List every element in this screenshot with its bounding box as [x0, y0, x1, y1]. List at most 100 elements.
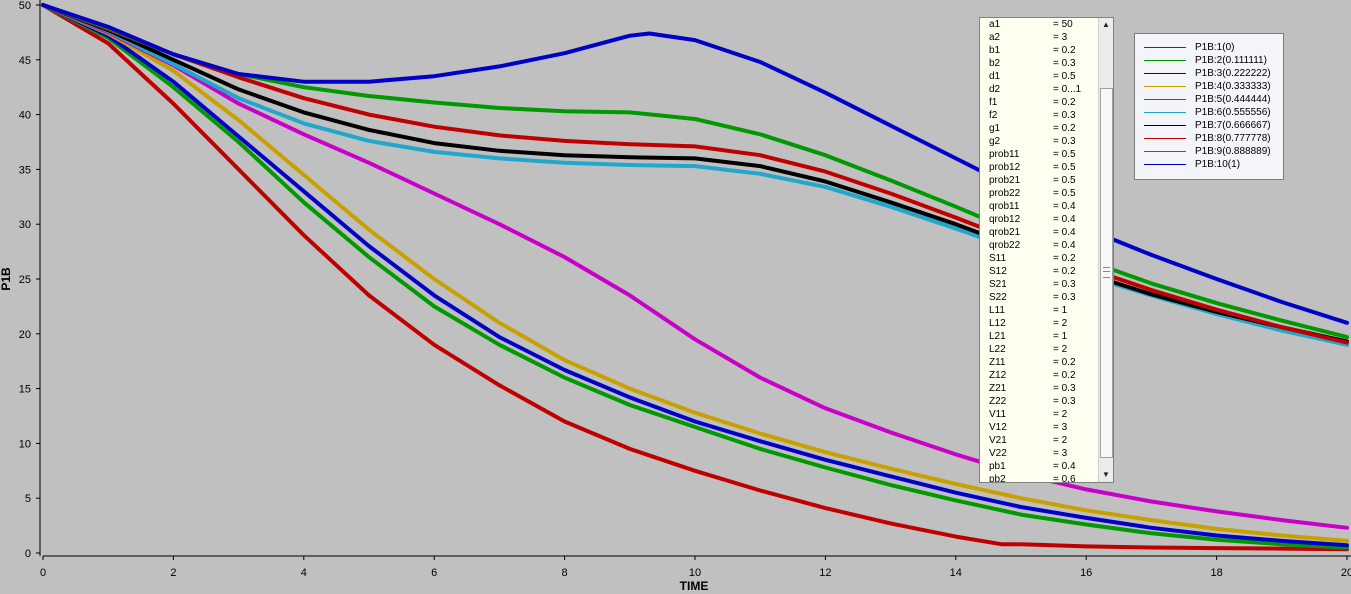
y-tick-label: 15	[19, 384, 31, 396]
y-tick-label: 30	[19, 219, 31, 231]
parameter-row[interactable]: Z11 = 0.2	[980, 356, 1098, 369]
parameter-row[interactable]: d1 = 0.5	[980, 70, 1098, 83]
parameter-row[interactable]: S11 = 0.2	[980, 252, 1098, 265]
parameter-name: L22	[989, 344, 1006, 355]
series-layer	[41, 3, 1349, 552]
legend-item: P1B:8(0.777778)	[1135, 132, 1283, 145]
parameter-value: = 50	[1053, 19, 1073, 30]
parameter-row[interactable]: prob12 = 0.5	[980, 161, 1098, 174]
parameter-row[interactable]: L22 = 2	[980, 343, 1098, 356]
parameter-row[interactable]: Z21 = 0.3	[980, 382, 1098, 395]
parameter-row[interactable]: g1 = 0.2	[980, 122, 1098, 135]
x-axis-ticks: 0 2 4 6 8 10 12 14 16 18 20	[40, 556, 1351, 579]
legend-label: P1B:1(0)	[1195, 42, 1235, 53]
parameter-name: V12	[989, 422, 1007, 433]
parameter-value: = 0.5	[1053, 71, 1076, 82]
scroll-thumb[interactable]	[1100, 88, 1113, 458]
parameter-name: V22	[989, 448, 1007, 459]
legend-item: P1B:3(0.222222)	[1135, 67, 1283, 80]
parameter-name: V21	[989, 435, 1007, 446]
parameter-row[interactable]: a1 = 50	[980, 18, 1098, 31]
parameter-name: g1	[989, 123, 1001, 134]
parameter-row[interactable]: qrob22 = 0.4	[980, 239, 1098, 252]
series-line-4	[41, 3, 1349, 543]
parameter-value: = 0.4	[1053, 240, 1076, 251]
x-tick-label: 0	[40, 567, 46, 579]
parameter-row[interactable]: Z12 = 0.2	[980, 369, 1098, 382]
legend-item: P1B:1(0)	[1135, 41, 1283, 54]
parameter-row[interactable]: d2 = 0...1	[980, 83, 1098, 96]
up-arrow-icon[interactable]: ▲	[1102, 20, 1110, 29]
parameter-row[interactable]: Z22 = 0.3	[980, 395, 1098, 408]
legend-swatch	[1144, 125, 1186, 126]
parameter-row[interactable]: S12 = 0.2	[980, 265, 1098, 278]
parameter-name: prob12	[989, 162, 1021, 173]
parameter-row[interactable]: f2 = 0.3	[980, 109, 1098, 122]
parameter-row[interactable]: prob21 = 0.5	[980, 174, 1098, 187]
y-tick-label: 10	[19, 438, 31, 450]
parameter-name: f1	[989, 97, 998, 108]
x-tick-label: 12	[819, 567, 831, 579]
legend-label: P1B:6(0.555556)	[1195, 107, 1271, 118]
parameter-name: Z12	[989, 370, 1007, 381]
parameter-row[interactable]: prob22 = 0.5	[980, 187, 1098, 200]
grip-icon	[1103, 267, 1110, 278]
parameter-value: = 0.3	[1053, 58, 1076, 69]
parameter-row[interactable]: b1 = 0.2	[980, 44, 1098, 57]
legend-swatch	[1144, 164, 1186, 165]
parameter-row[interactable]: a2 = 3	[980, 31, 1098, 44]
x-tick-label: 10	[689, 567, 701, 579]
parameter-value: = 0.2	[1053, 45, 1076, 56]
parameter-value: = 2	[1053, 409, 1068, 420]
parameter-name: a2	[989, 32, 1001, 43]
series-line-1	[41, 3, 1349, 552]
parameter-row[interactable]: prob11 = 0.5	[980, 148, 1098, 161]
parameter-row[interactable]: S22 = 0.3	[980, 291, 1098, 304]
parameter-row[interactable]: f1 = 0.2	[980, 96, 1098, 109]
parameter-value: = 0.2	[1053, 123, 1076, 134]
parameter-row[interactable]: qrob21 = 0.4	[980, 226, 1098, 239]
parameter-value: = 0.3	[1053, 383, 1076, 394]
parameter-name: pb2	[989, 474, 1006, 483]
parameter-name: d1	[989, 71, 1001, 82]
parameter-value: = 0.4	[1053, 201, 1076, 212]
parameter-value: = 0.2	[1053, 370, 1076, 381]
parameter-row[interactable]: L21 = 1	[980, 330, 1098, 343]
parameter-name: S11	[989, 253, 1007, 264]
parameter-row[interactable]: L12 = 2	[980, 317, 1098, 330]
legend-label: P1B:5(0.444444)	[1195, 94, 1271, 105]
parameter-row[interactable]: qrob12 = 0.4	[980, 213, 1098, 226]
parameter-row[interactable]: V21 = 2	[980, 434, 1098, 447]
parameter-row[interactable]: pb1 = 0.4	[980, 460, 1098, 473]
parameter-panel[interactable]: a1 = 50 a2 = 3 b1 = 0.2 b2 = 0.3 d1 = 0.5 d2 = 0...…	[979, 17, 1114, 483]
parameter-value: = 0.3	[1053, 396, 1076, 407]
parameter-name: Z22	[989, 396, 1007, 407]
parameter-row[interactable]: qrob11 = 0.4	[980, 200, 1098, 213]
parameter-value: = 0.2	[1053, 97, 1076, 108]
parameter-value: = 3	[1053, 32, 1068, 43]
parameter-name: Z11	[989, 357, 1006, 368]
parameter-value: = 0.5	[1053, 149, 1076, 160]
parameter-name: qrob11	[989, 201, 1020, 212]
legend-swatch	[1144, 73, 1186, 74]
parameter-row[interactable]: S21 = 0.3	[980, 278, 1098, 291]
parameter-value: = 1	[1053, 305, 1068, 316]
parameter-row[interactable]: V22 = 3	[980, 447, 1098, 460]
parameter-row[interactable]: b2 = 0.3	[980, 57, 1098, 70]
parameter-scrollbar[interactable]: ▲ ▼	[1098, 18, 1113, 482]
parameter-name: L11	[989, 305, 1005, 316]
parameter-name: S21	[989, 279, 1007, 290]
parameter-row[interactable]: V11 = 2	[980, 408, 1098, 421]
parameter-row[interactable]: V12 = 3	[980, 421, 1098, 434]
x-axis-title: TIME	[680, 579, 709, 593]
parameter-value: = 0.3	[1053, 292, 1076, 303]
parameter-value: = 0.5	[1053, 162, 1076, 173]
parameter-row[interactable]: pb2 = 0.6	[980, 473, 1098, 483]
parameter-name: a1	[989, 19, 1001, 30]
x-tick-label: 20	[1341, 567, 1351, 579]
y-axis-ticks: 0 5 10 15 20 25 30 35 40 45 50	[19, 0, 40, 560]
down-arrow-icon[interactable]: ▼	[1102, 470, 1110, 479]
parameter-row[interactable]: L11 = 1	[980, 304, 1098, 317]
parameter-row[interactable]: g2 = 0.3	[980, 135, 1098, 148]
